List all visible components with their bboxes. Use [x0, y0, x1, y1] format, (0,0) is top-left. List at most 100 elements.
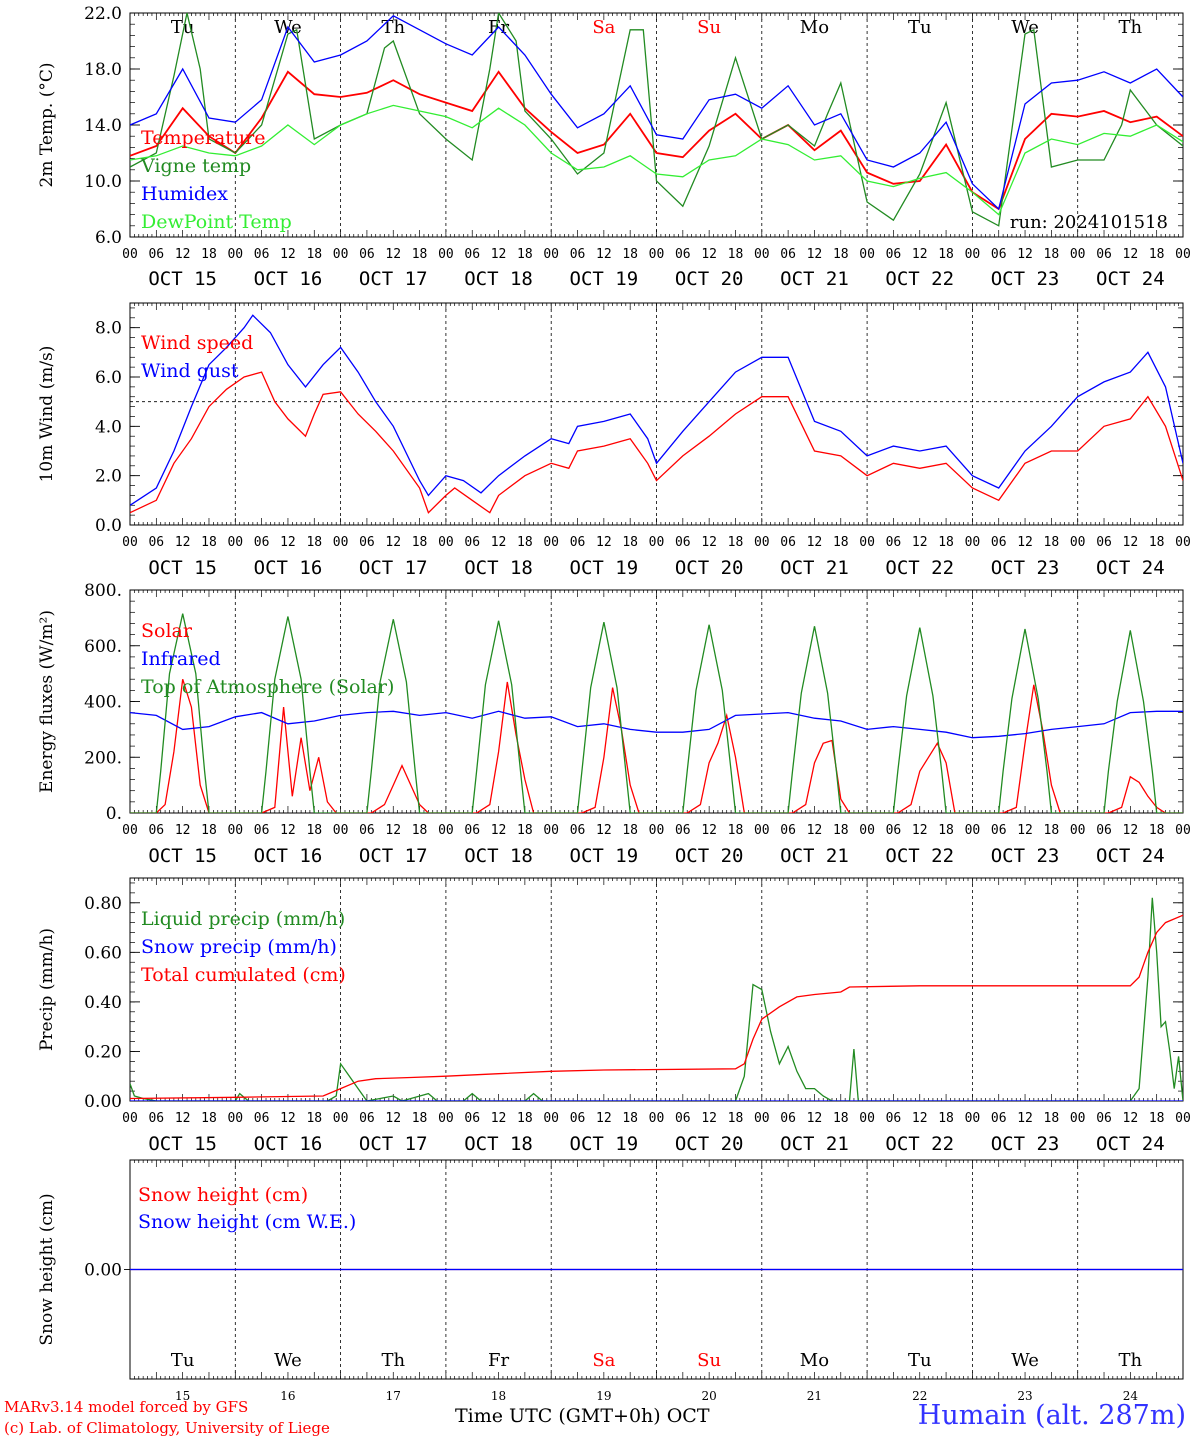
- y-tick-label: 0.20: [84, 1042, 122, 1062]
- hour-tick-label: 18: [938, 247, 954, 262]
- legend-entry: Liquid precip (mm/h): [141, 908, 345, 930]
- date-label: OCT 23: [991, 268, 1060, 290]
- hour-tick-label: 12: [807, 823, 823, 838]
- y-tick-label: 400.: [84, 693, 122, 713]
- hour-tick-label: 18: [517, 247, 533, 262]
- date-label: OCT 22: [885, 1133, 954, 1155]
- hour-tick-label: 12: [701, 823, 717, 838]
- y-tick-label: 6.0: [95, 228, 122, 248]
- hour-tick-label: 00: [754, 535, 770, 550]
- date-label: OCT 24: [1096, 557, 1165, 579]
- x-axis-title: Time UTC (GMT+0h) OCT: [455, 1405, 710, 1427]
- hour-tick-label: 00: [965, 535, 981, 550]
- hour-tick-label: 12: [1123, 823, 1139, 838]
- hour-tick-label: 00: [859, 535, 875, 550]
- hour-tick-label: 06: [254, 535, 270, 550]
- hour-tick-label: 18: [1149, 1111, 1165, 1126]
- hour-tick-label: 06: [254, 1111, 270, 1126]
- series-line: [130, 679, 1183, 813]
- hour-tick-label: 06: [675, 535, 691, 550]
- hour-tick-label: 06: [148, 247, 164, 262]
- day-number-label: 15: [175, 1389, 190, 1403]
- series-line: [130, 613, 1183, 813]
- weekday-label: Th: [1119, 1350, 1143, 1371]
- series-line: [130, 13, 1183, 227]
- hour-tick-label: 12: [175, 823, 191, 838]
- y-tick-label: 0.0: [95, 516, 122, 536]
- day-number-label: 17: [386, 1389, 401, 1403]
- hour-tick-label: 06: [991, 823, 1007, 838]
- date-label: OCT 19: [570, 1133, 639, 1155]
- weekday-label: Tu: [171, 1350, 195, 1371]
- hour-tick-label: 18: [306, 247, 322, 262]
- hour-tick-label: 00: [122, 535, 138, 550]
- y-tick-label: 4.0: [95, 417, 122, 437]
- hour-tick-label: 00: [122, 247, 138, 262]
- hour-tick-label: 12: [175, 247, 191, 262]
- hour-tick-label: 12: [280, 1111, 296, 1126]
- y-tick-label: 18.0: [84, 60, 122, 80]
- date-label: OCT 17: [359, 845, 428, 867]
- credit-line-2: (c) Lab. of Climatology, University of L…: [4, 1419, 330, 1437]
- y-tick-label: 0.: [106, 804, 122, 824]
- hour-tick-label: 18: [938, 535, 954, 550]
- hour-tick-label: 18: [306, 535, 322, 550]
- date-label: OCT 24: [1096, 845, 1165, 867]
- day-number-label: 24: [1123, 1389, 1139, 1403]
- weekday-label: Sa: [592, 17, 615, 38]
- hour-tick-label: 18: [412, 823, 428, 838]
- hour-tick-label: 18: [1044, 823, 1060, 838]
- hour-tick-label: 12: [701, 535, 717, 550]
- y-tick-label: 2.0: [95, 467, 122, 487]
- hour-tick-label: 18: [622, 247, 638, 262]
- hour-tick-label: 06: [780, 823, 796, 838]
- date-label: OCT 24: [1096, 1133, 1165, 1155]
- legend-entry: Solar: [141, 620, 193, 642]
- hour-tick-label: 18: [517, 535, 533, 550]
- date-label: OCT 21: [780, 268, 849, 290]
- hour-tick-label: 12: [596, 535, 612, 550]
- date-label: OCT 18: [464, 268, 533, 290]
- hour-tick-label: 18: [622, 1111, 638, 1126]
- hour-tick-label: 12: [491, 535, 507, 550]
- hour-tick-label: 06: [1096, 823, 1112, 838]
- hour-tick-label: 12: [912, 535, 928, 550]
- hour-tick-label: 12: [1123, 247, 1139, 262]
- date-label: OCT 16: [254, 268, 323, 290]
- hour-tick-label: 12: [1017, 535, 1033, 550]
- weekday-label: Tu: [908, 17, 932, 38]
- series-line: [130, 104, 1183, 216]
- date-label: OCT 18: [464, 1133, 533, 1155]
- series-line: [130, 371, 1183, 514]
- date-label: OCT 20: [675, 268, 744, 290]
- hour-tick-label: 18: [1149, 247, 1165, 262]
- hour-tick-label: 00: [333, 1111, 349, 1126]
- weekday-label: Su: [697, 17, 721, 38]
- hour-tick-label: 12: [596, 247, 612, 262]
- hour-tick-label: 12: [701, 247, 717, 262]
- weekday-label: Tu: [908, 1350, 932, 1371]
- hour-tick-label: 12: [912, 823, 928, 838]
- y-axis-label: Energy fluxes (W/m²): [37, 610, 57, 793]
- hour-tick-label: 12: [175, 535, 191, 550]
- hour-tick-label: 06: [780, 247, 796, 262]
- y-tick-label: 800.: [84, 581, 122, 601]
- hour-tick-label: 06: [886, 1111, 902, 1126]
- date-label: OCT 20: [675, 1133, 744, 1155]
- hour-tick-label: 06: [886, 247, 902, 262]
- hour-tick-label: 12: [701, 1111, 717, 1126]
- date-label: OCT 17: [359, 1133, 428, 1155]
- hour-tick-label: 00: [859, 247, 875, 262]
- hour-tick-label: 00: [227, 535, 243, 550]
- date-label: OCT 23: [991, 845, 1060, 867]
- hour-tick-label: 00: [333, 823, 349, 838]
- hour-tick-label: 00: [754, 1111, 770, 1126]
- hour-tick-label: 12: [1017, 1111, 1033, 1126]
- hour-tick-label: 06: [570, 247, 586, 262]
- hour-tick-label: 18: [306, 1111, 322, 1126]
- date-label: OCT 20: [675, 557, 744, 579]
- y-tick-label: 22.0: [84, 4, 122, 24]
- y-tick-label: 8.0: [95, 319, 122, 339]
- date-label: OCT 23: [991, 1133, 1060, 1155]
